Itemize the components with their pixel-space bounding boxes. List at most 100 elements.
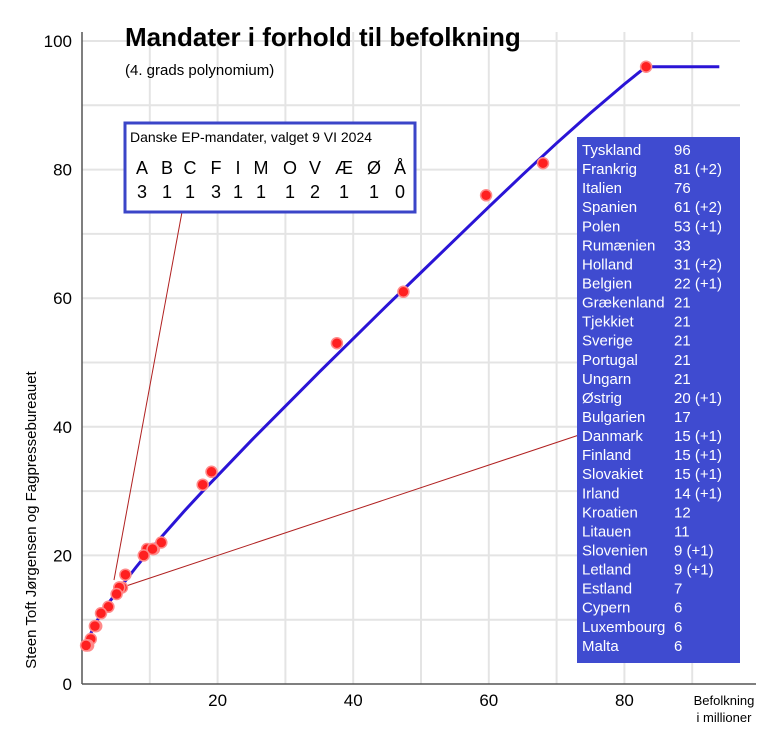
- legend-country: Cypern: [582, 600, 630, 617]
- legend-seats: 21: [674, 295, 691, 312]
- legend-row: Holland 31 (+2): [582, 256, 722, 273]
- y-tick-label: 0: [63, 675, 72, 694]
- chart-title: Mandater i forhold til befolkning: [125, 22, 521, 52]
- legend-row: Polen 53 (+1): [582, 218, 722, 235]
- legend-row: Tyskland 96: [582, 142, 691, 159]
- legend-country: Italien: [582, 180, 622, 197]
- y-tick-label: 80: [53, 161, 72, 180]
- legend-row: Luxembourg 6: [582, 619, 682, 636]
- party-letter: C: [184, 158, 197, 178]
- legend-row: Finland 15 (+1): [582, 447, 722, 464]
- legend-row: Spanien 61 (+2): [582, 199, 722, 216]
- leader-line-legend: [113, 433, 583, 591]
- legend-panel: [577, 137, 740, 663]
- party-letter: O: [283, 158, 297, 178]
- legend-seats: 81 (+2): [674, 161, 722, 178]
- party-seat-count: 1: [233, 182, 243, 202]
- party-letter: I: [235, 158, 240, 178]
- y-tick-label: 20: [53, 546, 72, 565]
- data-point: [137, 549, 150, 562]
- y-tick-label: 60: [53, 289, 72, 308]
- legend-country: Luxembourg: [582, 619, 665, 636]
- party-letter: B: [161, 158, 173, 178]
- party-seat-count: 1: [256, 182, 266, 202]
- legend-row: Grækenland 21: [582, 295, 691, 312]
- legend-country: Rumænien: [582, 237, 655, 254]
- legend-seats: 6: [674, 600, 682, 617]
- axes: [81, 32, 756, 685]
- y-axis-label: Steen Toft Jørgensen og Fagpressebureaue…: [23, 370, 40, 668]
- legend-row: Letland 9 (+1): [582, 562, 714, 579]
- data-point: [88, 619, 102, 633]
- legend-seats: 21: [674, 371, 691, 388]
- y-tick-label: 40: [53, 418, 72, 437]
- legend-country: Portugal: [582, 352, 638, 369]
- legend-row: Slovakiet 15 (+1): [582, 466, 722, 483]
- x-tick-labels: 20 40 60 80: [208, 691, 634, 710]
- legend-country: Belgien: [582, 276, 632, 293]
- y-tick-label: 100: [44, 32, 72, 51]
- party-seat-count: 1: [339, 182, 349, 202]
- x-tick-label: 80: [615, 691, 634, 710]
- data-point: [110, 587, 123, 601]
- x-tick-label: 20: [208, 691, 227, 710]
- legend-row: Kroatien 12: [582, 504, 691, 521]
- legend-country: Letland: [582, 562, 631, 579]
- party-letter: M: [254, 158, 269, 178]
- legend-country: Kroatien: [582, 504, 638, 521]
- legend-country: Sverige: [582, 333, 633, 350]
- legend-seats: 96: [674, 142, 691, 159]
- x-axis-label-line2: i millioner: [697, 710, 753, 725]
- legend-seats: 15 (+1): [674, 447, 722, 464]
- legend-seats: 15 (+1): [674, 466, 722, 483]
- legend-seats: 22 (+1): [674, 276, 722, 293]
- data-point: [397, 285, 410, 299]
- legend-seats: 11: [674, 523, 690, 540]
- x-tick-label: 40: [344, 691, 363, 710]
- legend-row: Ungarn 21: [582, 371, 691, 388]
- danish-box-header: Danske EP-mandater, valget 9 VI 2024: [130, 129, 372, 145]
- legend-country: Spanien: [582, 199, 637, 216]
- party-seat-count: 1: [369, 182, 379, 202]
- legend-row: Belgien 22 (+1): [582, 276, 722, 293]
- legend-seats: 53 (+1): [674, 218, 722, 235]
- party-letter: F: [211, 158, 222, 178]
- legend-country: Irland: [582, 485, 620, 502]
- legend-row: Frankrig 81 (+2): [582, 161, 722, 178]
- legend-row: Litauen 11: [582, 523, 690, 540]
- legend-row: Danmark 15 (+1): [582, 428, 722, 445]
- party-seat-count: 1: [162, 182, 172, 202]
- party-letter: Æ: [335, 158, 353, 178]
- data-point: [196, 478, 209, 491]
- party-seat-count: 1: [185, 182, 195, 202]
- party-seat-count: 1: [285, 182, 295, 202]
- party-letter: Å: [394, 158, 406, 178]
- legend-country: Frankrig: [582, 161, 637, 178]
- data-point: [536, 156, 550, 170]
- legend-seats: 33: [674, 237, 691, 254]
- legend-seats: 9 (+1): [674, 543, 714, 560]
- legend-country: Polen: [582, 218, 620, 235]
- legend-seats: 7: [674, 581, 682, 598]
- legend-row: Italien 76: [582, 180, 691, 197]
- legend-seats: 14 (+1): [674, 485, 722, 502]
- data-point: [479, 189, 493, 202]
- legend-row: Østrig 20 (+1): [582, 390, 722, 407]
- legend-country: Litauen: [582, 523, 631, 540]
- party-seat-count: 0: [395, 182, 405, 202]
- legend-country: Malta: [582, 638, 619, 655]
- legend-country: Holland: [582, 256, 633, 273]
- legend-seats: 6: [674, 638, 682, 655]
- y-tick-labels: 0 20 40 60 80 100: [44, 32, 72, 694]
- x-axis-label-line1: Befolkning: [694, 693, 755, 708]
- data-points: [79, 60, 653, 652]
- party-letter: Ø: [367, 158, 381, 178]
- data-point: [94, 607, 108, 620]
- legend-row: Tjekkiet 21: [582, 314, 691, 331]
- legend-seats: 20 (+1): [674, 390, 722, 407]
- legend-country: Estland: [582, 581, 632, 598]
